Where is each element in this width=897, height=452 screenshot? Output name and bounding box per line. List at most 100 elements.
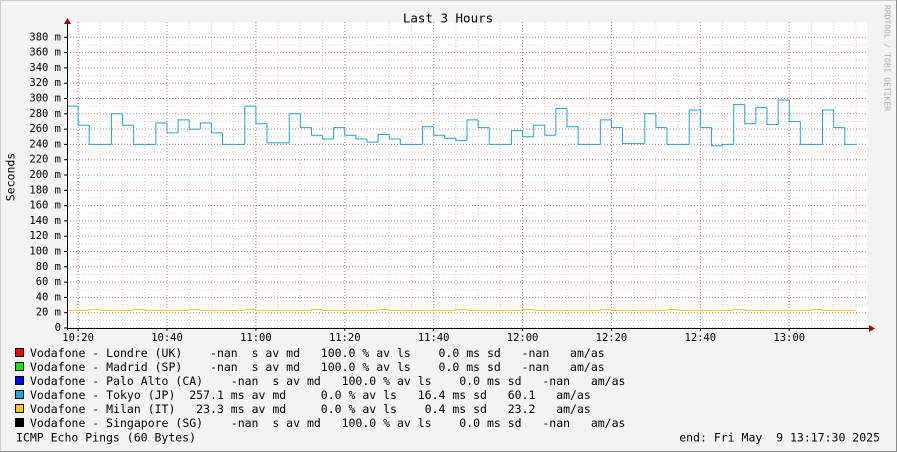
step-segment [788,100,801,122]
step-segment [655,113,667,129]
y-tick-label: 300 m [29,93,61,105]
y-tick-label: 240 m [29,138,61,150]
step-segment [466,309,479,311]
step-segment [222,132,234,145]
step-segment [388,134,401,140]
footer-left: ICMP Echo Pings (60 Bytes) [16,431,196,445]
legend-name: Vodafone - Singapore (SG) [30,416,203,430]
step-segment [733,104,745,145]
step-segment [422,126,434,145]
step-segment [133,309,145,311]
step-segment [199,122,212,130]
watermark: RRDTOOL / TOBI OETIKER [883,5,892,111]
step-segment [599,119,612,145]
step-segment [533,124,545,137]
step-segment [299,113,312,129]
y-tick-label: 200 m [29,169,61,181]
legend-entry: Vodafone - Londre (UK) -nan s av md 100.… [30,346,605,360]
step-segment [599,309,612,311]
step-segment [766,107,779,126]
chart-title: Last 3 Hours [403,11,493,26]
step-segment [466,119,479,141]
step-segment [822,309,834,311]
step-segment [388,309,401,311]
step-segment [688,109,701,145]
legend-entry: Vodafone - Madrid (SP) -nan s av md 100.… [30,360,605,374]
y-tick-label: 0 [55,322,61,334]
x-tick-label: 12:40 [685,332,717,344]
step-segment [510,130,523,145]
legend-swatch [15,404,24,413]
step-segment [677,309,690,311]
step-segment [533,309,545,311]
y-tick-label: 40 m [36,291,61,303]
step-segment [455,309,467,311]
x-tick-label: 10:20 [62,332,94,344]
y-tick-label: 120 m [29,230,61,242]
legend-entry: Vodafone - Singapore (SG) -nan s av md 1… [30,416,625,430]
legend-entry: Vodafone - Tokyo (JP) 257.1 ms av md 0.0… [30,388,591,402]
step-segment [522,130,534,138]
legend-name: Vodafone - Palo Alto (CA) [30,374,203,388]
step-segment [188,119,201,130]
step-segment [733,309,745,311]
step-segment [333,127,345,140]
step-segment [799,121,812,145]
step-segment [777,99,790,125]
y-axis-label: Seconds [4,153,18,201]
step-segment [488,127,501,145]
legend-name: Vodafone - Tokyo (JP) [30,388,175,402]
legend-name: Vodafone - Londre (UK) [30,346,182,360]
x-tick-label: 11:00 [240,332,272,344]
y-tick-label: 160 m [29,200,61,212]
step-segment [644,113,656,144]
step-segment [322,309,334,311]
y-tick-label: 340 m [29,62,61,74]
step-segment [833,109,845,129]
legend-swatch [15,418,24,427]
step-segment [722,143,734,146]
step-segment [255,309,267,311]
step-segment [322,135,334,140]
x-tick-label: 10:40 [151,332,183,344]
legend-entry: Vodafone - Milan (IT) 23.3 ms av md 0.0 … [30,402,591,416]
step-segment [166,122,179,134]
legend-stats: 257.1 ms av md 0.0 % av ls 16.4 ms sd 60… [175,388,590,402]
legend-stats: 23.3 ms av md 0.0 % av ls 0.4 ms sd 23.2… [175,402,590,416]
y-tick-label: 100 m [29,246,61,258]
y-tick-label: 320 m [29,77,61,89]
legend-swatch [15,376,24,385]
x-tick-label: 12:00 [507,332,539,344]
step-segment [77,106,90,126]
step-segment [377,133,390,143]
step-segment [366,139,379,143]
legend-swatch [15,348,24,357]
legend-swatch [15,362,24,371]
step-segment [699,109,712,129]
legend-stats: -nan s av md 100.0 % av ls 0.0 ms sd -na… [203,416,625,430]
legend-name: Vodafone - Milan (IT) [30,402,175,416]
legend-stats: -nan s av md 100.0 % av ls 0.0 ms sd -na… [203,374,625,388]
step-segment [522,309,534,311]
step-segment [210,122,223,134]
y-tick-label: 280 m [29,108,61,120]
step-segment [555,107,567,136]
step-segment [666,127,679,145]
step-segment [266,123,279,144]
step-segment [188,309,201,311]
step-segment [99,309,112,311]
step-segment [344,127,356,136]
step-segment [666,309,679,311]
step-segment [844,127,856,145]
step-segment [444,135,456,139]
step-segment [155,122,167,145]
y-tick-label: 80 m [36,261,61,273]
y-tick-label: 60 m [36,276,61,288]
x-tick-label: 11:20 [329,332,361,344]
step-segment [355,135,367,140]
step-segment [622,127,634,145]
y-tick-label: 180 m [29,184,61,196]
step-segment [310,127,323,136]
legend-swatch [15,390,24,399]
